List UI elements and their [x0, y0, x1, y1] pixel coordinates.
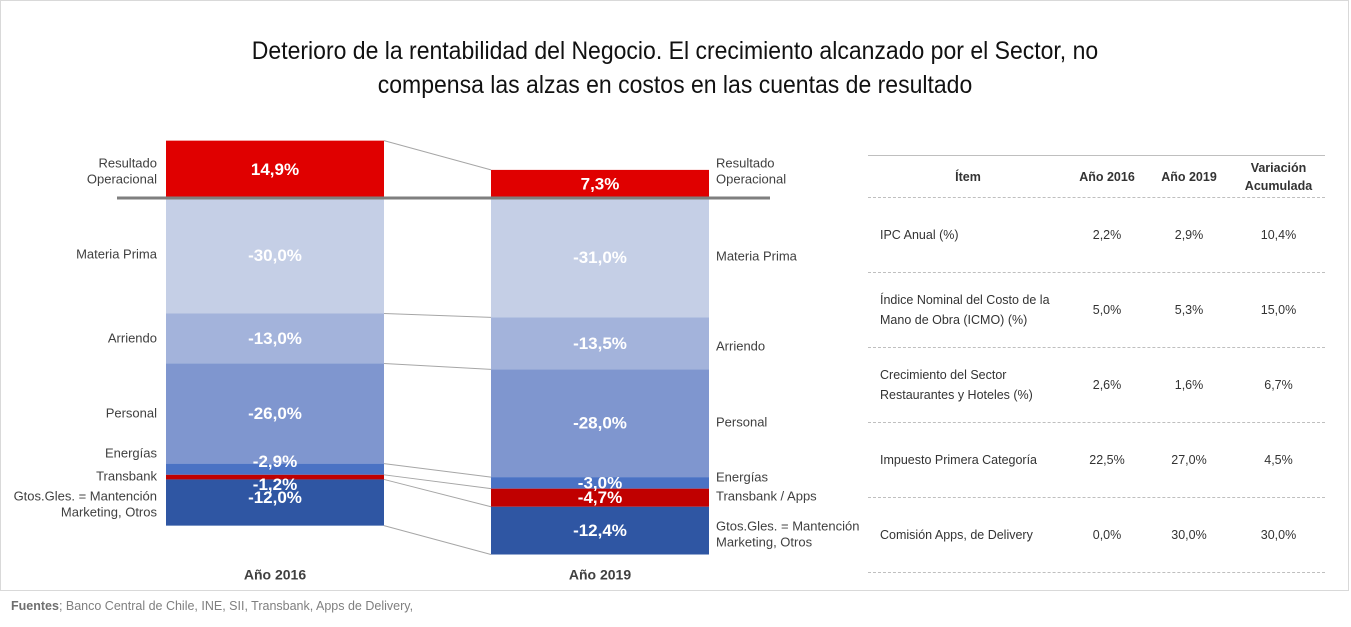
- series-label: Personal: [106, 405, 157, 420]
- data-label: -4,7%: [578, 488, 622, 507]
- data-label: 14,9%: [251, 160, 299, 179]
- series-label: Gtos.Gles. = Mantención: [716, 518, 859, 533]
- bar-segment: [166, 313, 384, 364]
- cell-2016: 0,0%: [1092, 528, 1122, 542]
- series-label: Resultado: [716, 155, 775, 170]
- cell-item: IPC Anual (%): [880, 228, 959, 242]
- data-label: 7,3%: [581, 174, 620, 193]
- slide-title: Deterioro de la rentabilidad del Negocio…: [164, 34, 1185, 102]
- series-label: Operacional: [716, 171, 786, 186]
- data-label: -12,4%: [573, 521, 627, 540]
- data-label: -13,0%: [248, 329, 302, 348]
- connector-line: [383, 474, 492, 490]
- data-label: -31,0%: [573, 248, 627, 267]
- connector-line: [383, 525, 492, 555]
- title-line-1: Deterioro de la rentabilidad del Negocio…: [251, 37, 1099, 65]
- connector-line: [383, 313, 492, 318]
- cell-item: Crecimiento del Sector Restaurantes y Ho…: [880, 368, 1033, 402]
- sources-footer: Fuentes; Banco Central de Chile, INE, SI…: [11, 599, 413, 613]
- series-label: Energías: [105, 445, 158, 460]
- series-label: Marketing, Otros: [61, 504, 158, 519]
- cell-2016: 5,0%: [1092, 303, 1122, 317]
- data-label: -28,0%: [573, 414, 627, 433]
- series-label: Materia Prima: [76, 246, 158, 261]
- data-label: -13,5%: [573, 334, 627, 353]
- indicators-table: Ítem Año 2016 Año 2019 Variación Acumula…: [868, 155, 1325, 573]
- cell-2016: 2,6%: [1092, 378, 1122, 392]
- cell-2019: 1,6%: [1174, 378, 1204, 392]
- title-line-2: compensa las alzas en costos en las cuen…: [377, 71, 973, 99]
- cell-2019: 2,9%: [1174, 228, 1204, 242]
- bar-segment: [491, 198, 709, 318]
- bar-segment: [166, 140, 384, 198]
- cell-2016: 2,2%: [1092, 228, 1122, 242]
- cell-variation: 4,5%: [1264, 453, 1293, 467]
- data-label: -1,2%: [253, 475, 297, 494]
- bar-segment: [491, 488, 709, 507]
- table-row: Crecimiento del Sector Restaurantes y Ho…: [868, 348, 1325, 423]
- bar-segment: [491, 506, 709, 555]
- header-2019: Año 2019: [1161, 169, 1217, 184]
- slide-frame: [0, 0, 1349, 591]
- bar-segment: [491, 477, 709, 489]
- cell-variation: 6,7%: [1264, 378, 1293, 392]
- series-label: Energías: [716, 469, 769, 484]
- series-label: Arriendo: [108, 330, 157, 345]
- cell-variation: 10,4%: [1260, 228, 1297, 242]
- data-label: -3,0%: [578, 473, 622, 492]
- bar-segment: [491, 169, 709, 198]
- bar-segment: [491, 317, 709, 370]
- bar-segment: [166, 363, 384, 464]
- cell-variation: 15,0%: [1260, 303, 1297, 317]
- connector-line: [383, 478, 492, 508]
- header-variation: Variación Acumulada: [1244, 160, 1313, 193]
- cell-2019: 27,0%: [1171, 453, 1207, 467]
- table-row: Comisión Apps, de Delivery 0,0% 30,0% 30…: [868, 498, 1325, 573]
- series-label: Resultado: [98, 155, 157, 170]
- cell-2019: 30,0%: [1171, 528, 1207, 542]
- data-label: -12,0%: [248, 488, 302, 507]
- series-label: Transbank: [96, 468, 157, 483]
- table-header: Ítem Año 2016 Año 2019 Variación Acumula…: [868, 155, 1325, 198]
- cell-2019: 5,3%: [1174, 303, 1204, 317]
- bar-segment: [166, 474, 384, 480]
- cell-item: Índice Nominal del Costo de la Mano de O…: [880, 293, 1050, 327]
- series-label: Transbank / Apps: [716, 488, 817, 503]
- cell-item: Impuesto Primera Categoría: [880, 453, 1038, 467]
- cell-variation: 30,0%: [1260, 528, 1297, 542]
- stacked-bar-chart: 14,9% -30,0% -13,0% -26,0% -2,9% -1,2%-12,0% 7…: [14, 140, 859, 583]
- series-label: Marketing, Otros: [716, 534, 813, 549]
- footer-label: Fuentes: [11, 599, 59, 613]
- category-label: Año 2016: [244, 567, 306, 583]
- header-2016: Año 2016: [1079, 169, 1135, 184]
- series-label: Operacional: [87, 171, 157, 186]
- data-label: -26,0%: [248, 404, 302, 423]
- data-label: -2,9%: [253, 452, 297, 471]
- table-row: Índice Nominal del Costo de la Mano de O…: [868, 273, 1325, 348]
- connector-line: [383, 140, 492, 171]
- cell-2016: 22,5%: [1089, 453, 1125, 467]
- connector-line: [383, 363, 492, 370]
- series-label: Materia Prima: [716, 248, 798, 263]
- cell-item: Comisión Apps, de Delivery: [880, 528, 1033, 542]
- category-label: Año 2019: [569, 567, 631, 583]
- table-row: Impuesto Primera Categoría 22,5% 27,0% 4…: [868, 423, 1325, 498]
- series-label: Arriendo: [716, 338, 765, 353]
- bar-segment: [166, 479, 384, 526]
- data-label: -30,0%: [248, 246, 302, 265]
- table-row: IPC Anual (%) 2,2% 2,9% 10,4%: [868, 198, 1325, 273]
- bar-segment: [166, 463, 384, 475]
- bar-segment: [491, 369, 709, 478]
- header-item: Ítem: [955, 169, 981, 184]
- series-label: Gtos.Gles. = Mantención: [14, 488, 157, 503]
- series-label: Personal: [716, 414, 767, 429]
- bar-segment: [166, 198, 384, 314]
- footer-text: ; Banco Central de Chile, INE, SII, Tran…: [58, 599, 414, 613]
- connector-line: [383, 463, 492, 478]
